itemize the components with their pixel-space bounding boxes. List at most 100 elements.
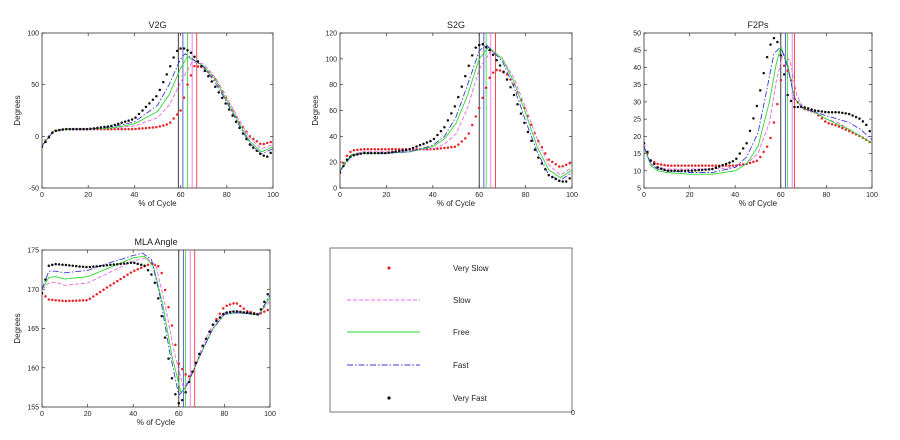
data-point — [477, 43, 481, 47]
data-point — [115, 262, 119, 266]
data-point — [779, 54, 783, 57]
data-point — [177, 401, 181, 405]
data-point — [187, 375, 191, 378]
data-point — [394, 150, 397, 153]
data-point — [557, 179, 561, 183]
data-point — [526, 130, 530, 134]
y-tick-label: 50 — [633, 31, 641, 38]
data-point — [680, 169, 683, 173]
data-point — [474, 115, 477, 118]
data-point — [139, 263, 143, 267]
data-point — [168, 64, 172, 68]
data-point — [370, 148, 373, 151]
data-point — [659, 163, 663, 166]
data-point — [47, 136, 51, 139]
chart-3: F2Ps 0 20 40 60 80 100 5 10 15 20 25 30 35 40 45 50 % of … — [633, 20, 878, 208]
data-point — [755, 159, 759, 163]
y-tick-label: 15 — [633, 151, 641, 158]
legend-entry-very-slow: Very Slow — [387, 264, 489, 273]
data-point — [690, 164, 694, 167]
data-point — [495, 68, 498, 72]
data-point — [837, 125, 841, 128]
data-point — [345, 158, 349, 161]
data-point — [175, 49, 179, 53]
data-point — [61, 128, 65, 131]
data-point — [175, 113, 179, 116]
data-point — [102, 288, 105, 292]
data-point — [443, 146, 446, 150]
data-point — [656, 162, 659, 166]
data-point — [820, 110, 824, 113]
data-point — [95, 293, 98, 296]
data-point — [697, 168, 700, 172]
y-tick-label: 40 — [329, 134, 337, 141]
data-point — [207, 74, 210, 78]
data-point — [64, 263, 68, 267]
data-point — [184, 391, 187, 394]
data-point — [415, 145, 418, 148]
data-point — [408, 148, 411, 151]
data-point — [112, 263, 116, 266]
data-point — [554, 162, 558, 166]
data-point — [568, 177, 571, 180]
data-point — [123, 120, 127, 123]
data-point — [847, 129, 851, 133]
data-point — [165, 123, 168, 126]
x-tick-label: 60 — [177, 192, 185, 199]
y-tick-label: 80 — [329, 82, 337, 89]
x-axis-label: % of Cycle — [137, 418, 176, 427]
data-point — [196, 60, 200, 63]
data-point — [401, 149, 404, 152]
data-point — [139, 266, 143, 270]
data-point — [146, 263, 150, 267]
data-point — [143, 264, 146, 267]
x-tick-label: 60 — [175, 411, 183, 418]
y-tick-label: 50 — [31, 82, 39, 89]
data-point — [772, 36, 776, 40]
y-tick-label: 100 — [325, 56, 337, 63]
x-tick-label: 20 — [686, 192, 694, 199]
series-very-slow — [340, 68, 571, 172]
data-point — [390, 150, 394, 154]
data-point — [683, 169, 687, 173]
data-point — [824, 110, 827, 114]
data-point — [356, 148, 359, 152]
data-point — [464, 137, 467, 140]
data-point — [105, 286, 109, 289]
data-point — [74, 299, 78, 302]
data-point — [676, 164, 680, 167]
data-point — [806, 107, 810, 110]
data-point — [203, 69, 207, 73]
data-point — [544, 168, 547, 171]
data-point — [186, 83, 189, 86]
data-point — [690, 169, 694, 172]
data-point — [765, 145, 769, 148]
data-point — [711, 167, 714, 171]
legend-entry-very-fast: Very Fast — [387, 394, 488, 403]
data-point — [533, 148, 537, 152]
data-point — [68, 299, 71, 303]
x-tick-label: 60 — [777, 192, 785, 199]
data-point — [564, 163, 568, 166]
data-point — [225, 304, 228, 307]
data-point — [644, 141, 646, 145]
data-point — [186, 48, 189, 52]
data-point — [196, 65, 200, 68]
data-point — [649, 159, 653, 162]
data-point — [184, 373, 187, 376]
data-point — [71, 127, 75, 131]
data-point — [557, 165, 561, 168]
plot-frame — [41, 32, 274, 189]
data-point — [782, 73, 786, 76]
data-point — [349, 155, 352, 158]
data-point — [762, 150, 765, 154]
data-point — [731, 164, 735, 167]
data-point — [858, 117, 861, 120]
data-point — [78, 299, 81, 302]
data-point — [89, 127, 92, 131]
data-point — [704, 164, 707, 167]
series-very-fast — [644, 36, 871, 173]
legend-marker — [387, 396, 391, 400]
data-point — [841, 126, 844, 130]
